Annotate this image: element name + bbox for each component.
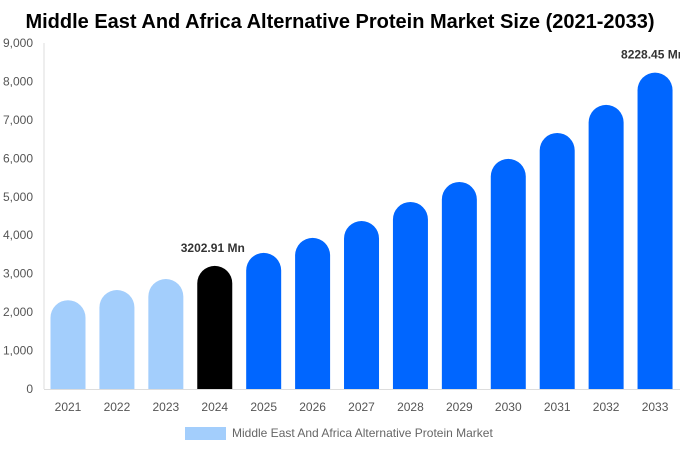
- legend-label: Middle East And Africa Alternative Prote…: [232, 426, 493, 440]
- y-tick-label: 0: [26, 382, 33, 396]
- bar-2027[interactable]: [344, 220, 380, 389]
- bar-2028[interactable]: [392, 201, 428, 389]
- x-tick-label: 2023: [152, 400, 179, 414]
- y-tick-label: 4,000: [3, 228, 33, 242]
- y-tick-label: 6,000: [3, 151, 33, 165]
- x-tick-label: 2032: [593, 400, 620, 414]
- bar-2032[interactable]: [588, 104, 624, 389]
- y-tick-label: 3,000: [3, 267, 33, 281]
- x-tick-label: 2033: [642, 400, 669, 414]
- bar-2023[interactable]: [148, 279, 184, 389]
- legend-swatch: [185, 427, 226, 440]
- bar-2022[interactable]: [99, 290, 135, 389]
- x-tick-label: 2027: [348, 400, 375, 414]
- x-tick-label: 2021: [55, 400, 82, 414]
- x-tick-label: 2026: [299, 400, 326, 414]
- bar-2030[interactable]: [490, 158, 526, 389]
- x-tick-label: 2030: [495, 400, 522, 414]
- bar-2024[interactable]: [197, 265, 233, 389]
- y-tick-label: 1,000: [3, 344, 33, 358]
- x-tick-label: 2024: [201, 400, 228, 414]
- x-tick-label: 2028: [397, 400, 424, 414]
- bar-2026[interactable]: [295, 237, 331, 389]
- legend[interactable]: Middle East And Africa Alternative Prote…: [185, 426, 493, 440]
- bar-2025[interactable]: [246, 252, 282, 389]
- data-labels: 3202.91 Mn 8228.45 Mn: [181, 48, 680, 255]
- y-tick-label: 7,000: [3, 113, 33, 127]
- y-tick-label: 2,000: [3, 305, 33, 319]
- data-label-2024: 3202.91 Mn: [181, 241, 245, 255]
- bar-2031[interactable]: [539, 132, 575, 389]
- x-tick-label: 2022: [104, 400, 131, 414]
- y-tick-label: 9,000: [3, 36, 33, 50]
- y-tick-label: 8,000: [3, 74, 33, 88]
- x-axis: 2021 2022 2023 2024 2025 2026 2027 2028 2029 2030…: [55, 400, 669, 414]
- y-tick-label: 5,000: [3, 190, 33, 204]
- x-tick-label: 2029: [446, 400, 473, 414]
- data-label-2033: 8228.45 Mn: [621, 48, 680, 62]
- y-axis: 0 1,000 2,000 3,000 4,000 5,000 6,000 7,000 8,00…: [3, 36, 33, 396]
- bar-2021[interactable]: [50, 300, 86, 389]
- chart-title: Middle East And Africa Alternative Prote…: [25, 11, 654, 33]
- bars: [50, 72, 673, 390]
- x-tick-label: 2025: [250, 400, 277, 414]
- bar-2029[interactable]: [441, 181, 477, 389]
- x-tick-label: 2031: [544, 400, 571, 414]
- bar-2033[interactable]: [637, 72, 673, 390]
